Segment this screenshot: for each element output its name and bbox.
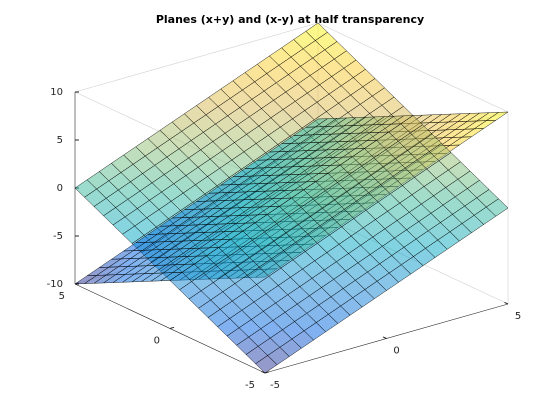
x-tick [382, 336, 387, 339]
z-tick-label: 5 [57, 135, 63, 146]
chart-title: Planes (x+y) and (x-y) at half transpare… [156, 13, 424, 26]
y-tick-label: 5 [59, 291, 65, 302]
box-edge [74, 22, 319, 93]
x-tick [504, 301, 509, 305]
x-tick-label: -5 [270, 380, 280, 391]
z-tick-label: -10 [47, 279, 63, 290]
z-tick-label: -5 [53, 231, 63, 242]
surface-cell [304, 118, 329, 128]
y-tick-label: -5 [245, 380, 255, 391]
box-edge [317, 22, 509, 113]
x-tick-label: 5 [515, 311, 521, 322]
surface-cell [305, 22, 328, 41]
y-tick [169, 326, 175, 329]
y-tick-label: 0 [154, 336, 160, 347]
z-tick-label: 0 [57, 183, 63, 194]
z-tick-label: 10 [50, 87, 63, 98]
x-tick-label: 0 [393, 346, 399, 357]
